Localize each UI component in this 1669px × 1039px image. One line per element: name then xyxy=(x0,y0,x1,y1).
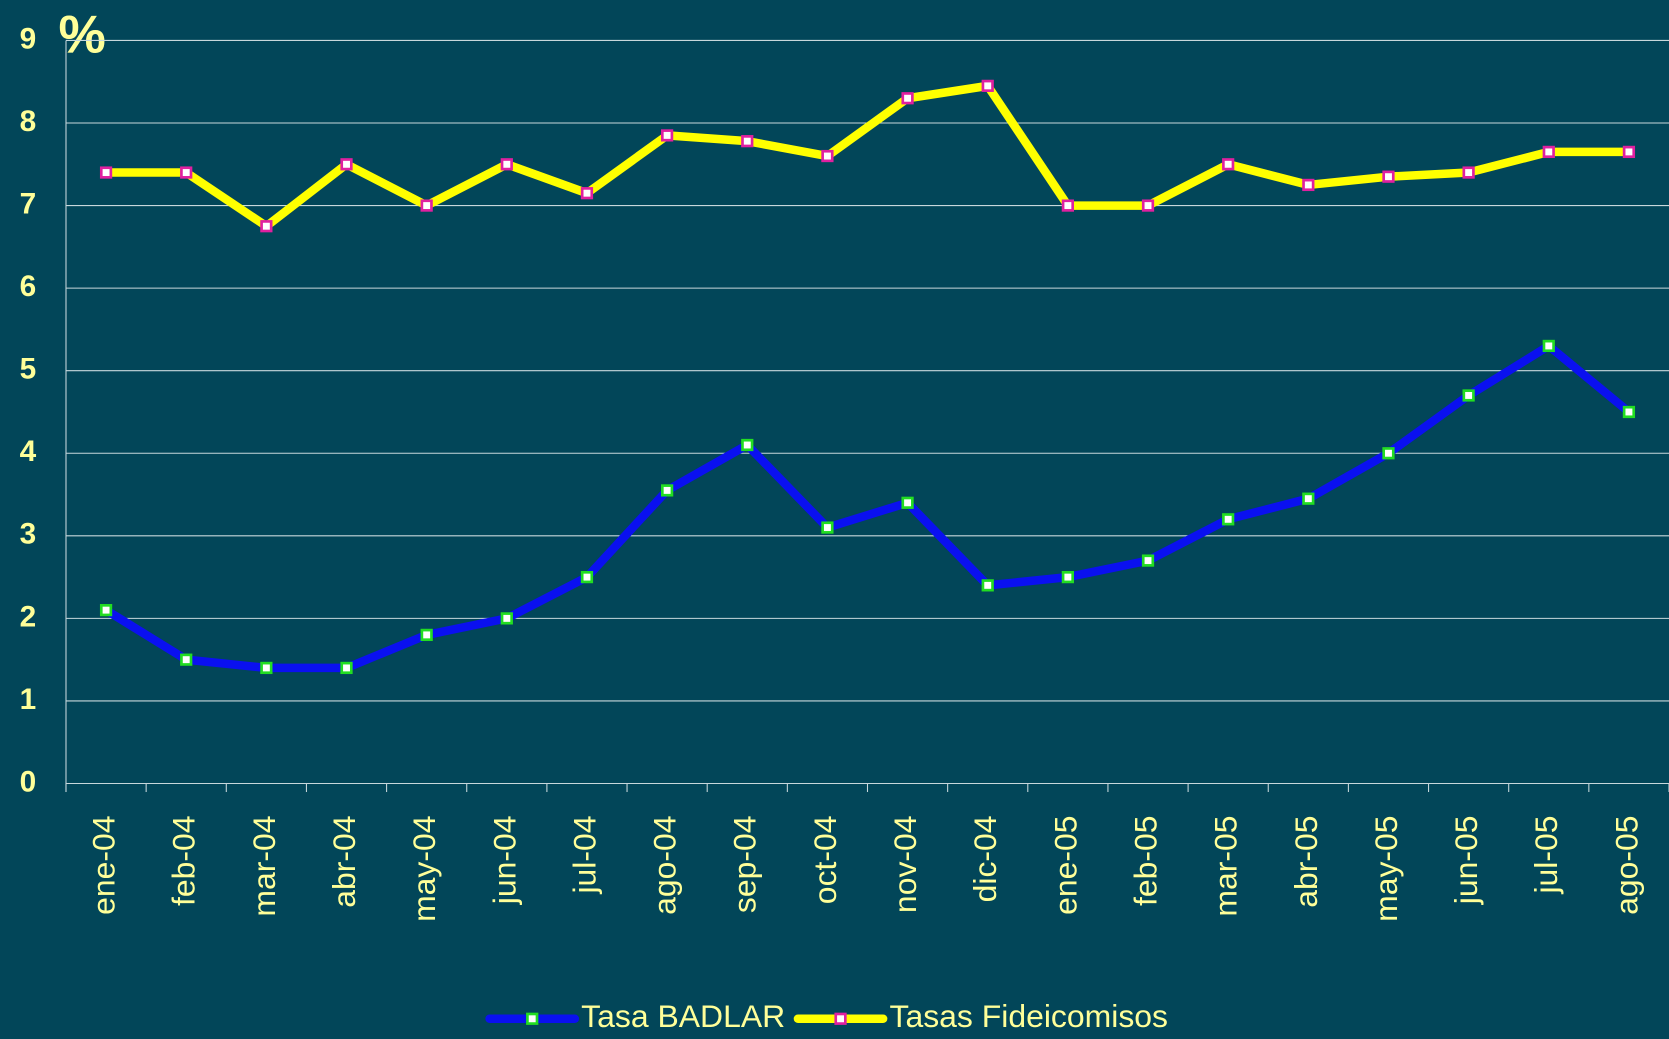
marker xyxy=(340,661,353,675)
marker xyxy=(901,92,914,105)
marker xyxy=(500,158,513,171)
marker xyxy=(1061,570,1074,584)
marker xyxy=(260,220,273,233)
x-tick-label: may-04 xyxy=(406,815,442,921)
marker xyxy=(1542,339,1555,353)
y-tick-label: 3 xyxy=(20,518,37,551)
y-tick-label: 4 xyxy=(20,435,37,468)
marker xyxy=(260,661,273,675)
y-tick-label: 8 xyxy=(20,105,37,138)
x-tick-label: jun-04 xyxy=(486,815,522,905)
x-tick-label: feb-04 xyxy=(166,815,202,906)
x-tick-label: feb-05 xyxy=(1127,815,1163,906)
marker xyxy=(821,149,834,163)
marker xyxy=(1542,145,1555,159)
y-tick-label: 6 xyxy=(20,270,37,303)
x-tick-label: abr-05 xyxy=(1288,815,1324,907)
marker xyxy=(1061,199,1074,212)
x-tick-label: dic-04 xyxy=(967,815,1003,902)
marker xyxy=(1222,158,1235,171)
y-tick-label: 2 xyxy=(20,600,37,633)
marker xyxy=(741,135,754,148)
x-tick-label: oct-04 xyxy=(807,815,843,904)
marker xyxy=(580,187,594,200)
marker xyxy=(661,129,674,142)
x-tick-label: jul-05 xyxy=(1528,815,1564,894)
marker xyxy=(821,521,834,534)
marker xyxy=(180,653,193,666)
y-tick-label: 5 xyxy=(20,353,37,386)
marker xyxy=(1382,447,1395,460)
x-tick-label: sep-04 xyxy=(727,815,763,913)
marker xyxy=(99,166,113,179)
marker xyxy=(901,496,914,509)
marker xyxy=(741,438,754,452)
y-tick-label: 1 xyxy=(20,683,37,716)
marker xyxy=(1141,554,1155,567)
marker xyxy=(580,570,594,584)
marker xyxy=(180,166,193,179)
marker xyxy=(981,579,994,592)
series-line xyxy=(103,341,1632,673)
marker xyxy=(661,484,674,497)
x-tick-label: jul-04 xyxy=(566,815,602,894)
marker xyxy=(99,604,113,617)
legend-marker xyxy=(834,1012,847,1025)
legend-label: Tasas Fideicomisos xyxy=(890,998,1169,1034)
x-tick-label: jun-05 xyxy=(1448,815,1484,905)
marker xyxy=(1302,492,1315,505)
x-tick-label: mar-04 xyxy=(246,815,282,916)
x-tick-label: ene-04 xyxy=(86,815,122,914)
marker xyxy=(420,628,433,642)
marker xyxy=(420,199,433,212)
y-tick-label: 0 xyxy=(20,765,37,798)
marker xyxy=(500,612,513,625)
marker xyxy=(1462,166,1475,179)
marker xyxy=(981,79,994,92)
marker xyxy=(1622,145,1636,159)
x-tick-label: nov-04 xyxy=(887,815,923,913)
marker xyxy=(1222,513,1235,526)
legend-marker xyxy=(526,1012,539,1025)
y-tick-label: 9 xyxy=(20,22,37,55)
series-line xyxy=(106,81,1629,231)
x-tick-label: mar-05 xyxy=(1208,815,1244,916)
x-tick-label: ago-04 xyxy=(647,815,683,914)
y-tick-label: 7 xyxy=(20,187,37,220)
marker xyxy=(1462,389,1475,402)
marker xyxy=(1141,199,1155,212)
marker xyxy=(340,158,353,171)
x-tick-label: ene-05 xyxy=(1047,815,1083,914)
legend-label: Tasa BADLAR xyxy=(581,998,785,1034)
x-tick-label: abr-04 xyxy=(326,815,362,907)
x-tick-label: may-05 xyxy=(1368,815,1404,921)
marker xyxy=(1382,170,1395,183)
marker xyxy=(1622,405,1636,419)
x-tick-label: ago-05 xyxy=(1608,815,1644,914)
marker xyxy=(1302,178,1315,192)
